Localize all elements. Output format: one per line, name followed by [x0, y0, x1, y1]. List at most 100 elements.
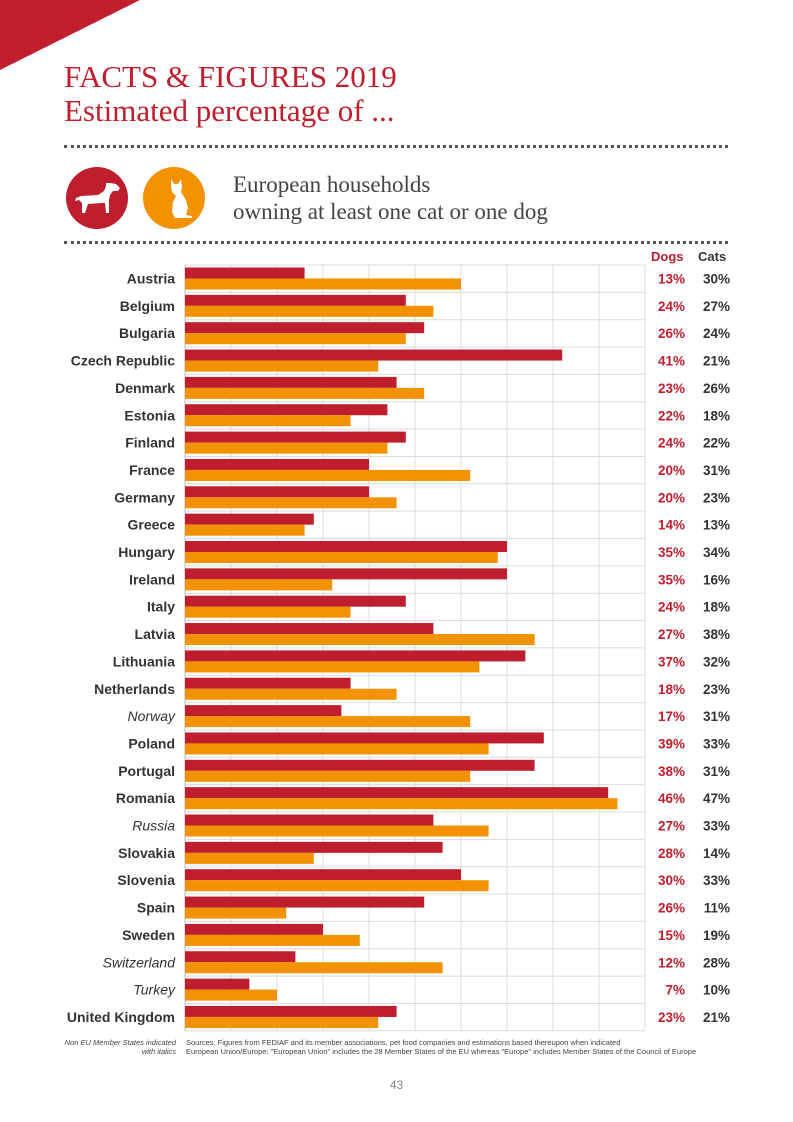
- value-dogs-norway: 17%: [658, 709, 685, 724]
- bar-cats-romania: [185, 798, 618, 810]
- bar-dogs-russia: [185, 814, 434, 826]
- bar-dogs-italy: [185, 595, 406, 607]
- value-dogs-greece: 14%: [658, 518, 685, 533]
- bar-cats-portugal: [185, 770, 471, 782]
- subtitle-line-1: European households: [233, 172, 431, 197]
- category-label-belgium: Belgium: [120, 298, 175, 314]
- value-cats-france: 31%: [703, 463, 730, 478]
- value-cats-turkey: 10%: [703, 983, 730, 998]
- value-cats-slovakia: 14%: [703, 846, 730, 861]
- category-label-slovenia: Slovenia: [117, 872, 175, 888]
- category-label-sweden: Sweden: [122, 927, 175, 943]
- category-label-switzerland: Switzerland: [103, 954, 177, 970]
- category-label-denmark: Denmark: [115, 380, 175, 396]
- category-label-latvia: Latvia: [135, 626, 176, 642]
- bar-dogs-ireland: [185, 568, 507, 580]
- value-dogs-sweden: 15%: [658, 928, 685, 943]
- bar-dogs-greece: [185, 513, 314, 525]
- bar-cats-ireland: [185, 579, 333, 591]
- bar-cats-germany: [185, 497, 397, 509]
- value-cats-austria: 30%: [703, 272, 730, 287]
- bar-cats-latvia: [185, 634, 535, 646]
- value-cats-norway: 31%: [703, 709, 730, 724]
- bar-cats-italy: [185, 606, 351, 618]
- page-title: FACTS & FIGURES 2019 Estimated percentag…: [64, 60, 397, 128]
- bar-cats-czech-republic: [185, 360, 379, 372]
- bar-dogs-belgium: [185, 294, 406, 306]
- category-label-spain: Spain: [137, 900, 175, 916]
- value-cats-poland: 33%: [703, 736, 730, 751]
- footnote-italics: Non EU Member States indicated with ital…: [40, 1038, 176, 1056]
- bar-cats-netherlands: [185, 688, 397, 700]
- bar-cats-estonia: [185, 415, 351, 427]
- value-cats-czech-republic: 21%: [703, 354, 730, 369]
- category-label-austria: Austria: [127, 271, 175, 287]
- bar-dogs-bulgaria: [185, 322, 425, 334]
- value-dogs-finland: 24%: [658, 436, 685, 451]
- value-dogs-lithuania: 37%: [658, 654, 685, 669]
- category-label-germany: Germany: [114, 489, 175, 505]
- value-cats-slovenia: 33%: [703, 873, 730, 888]
- chart-subtitle: European households owning at least one …: [233, 171, 548, 225]
- value-cats-sweden: 19%: [703, 928, 730, 943]
- bar-dogs-slovakia: [185, 841, 443, 853]
- value-cats-romania: 47%: [703, 791, 730, 806]
- legend-cats: Cats: [698, 249, 727, 264]
- value-cats-netherlands: 23%: [703, 682, 730, 697]
- category-label-lithuania: Lithuania: [113, 653, 175, 669]
- category-label-netherlands: Netherlands: [94, 681, 175, 697]
- value-cats-portugal: 31%: [703, 764, 730, 779]
- value-dogs-austria: 13%: [658, 272, 685, 287]
- value-dogs-slovakia: 28%: [658, 846, 685, 861]
- value-cats-denmark: 26%: [703, 381, 730, 396]
- value-cats-belgium: 27%: [703, 299, 730, 314]
- category-label-italy: Italy: [147, 599, 175, 615]
- value-dogs-turkey: 7%: [665, 983, 685, 998]
- value-cats-hungary: 34%: [703, 545, 730, 560]
- bar-cats-france: [185, 469, 471, 481]
- bar-dogs-estonia: [185, 404, 388, 416]
- value-cats-germany: 23%: [703, 490, 730, 505]
- bar-dogs-portugal: [185, 759, 535, 771]
- bar-dogs-germany: [185, 486, 369, 498]
- bar-cats-austria: [185, 278, 461, 290]
- bar-cats-switzerland: [185, 962, 443, 974]
- value-dogs-czech-republic: 41%: [658, 354, 685, 369]
- category-label-russia: Russia: [132, 818, 175, 834]
- category-label-norway: Norway: [128, 708, 176, 724]
- bar-dogs-switzerland: [185, 951, 296, 963]
- chart-divider: [64, 241, 728, 244]
- value-cats-finland: 22%: [703, 436, 730, 451]
- value-cats-ireland: 16%: [703, 572, 730, 587]
- dog-icon: [66, 167, 128, 229]
- value-dogs-slovenia: 30%: [658, 873, 685, 888]
- value-cats-russia: 33%: [703, 819, 730, 834]
- bar-dogs-slovenia: [185, 869, 461, 881]
- bar-dogs-austria: [185, 267, 305, 279]
- bar-cats-norway: [185, 716, 471, 728]
- bar-cats-hungary: [185, 552, 498, 563]
- value-dogs-italy: 24%: [658, 600, 685, 615]
- subtitle-line-2: owning at least one cat or one dog: [233, 199, 548, 224]
- bar-cats-finland: [185, 442, 388, 454]
- category-label-france: France: [129, 462, 175, 478]
- bar-dogs-hungary: [185, 541, 507, 552]
- value-dogs-netherlands: 18%: [658, 682, 685, 697]
- value-dogs-spain: 26%: [658, 901, 685, 916]
- value-dogs-belgium: 24%: [658, 299, 685, 314]
- sources-note: Sources: Figures from FEDIAF and its mem…: [186, 1038, 746, 1056]
- bar-cats-belgium: [185, 305, 434, 317]
- value-dogs-hungary: 35%: [658, 545, 685, 560]
- footnote-line-1: Non EU Member States indicated: [64, 1038, 176, 1047]
- value-dogs-denmark: 23%: [658, 381, 685, 396]
- footnote-line-2: with italics: [141, 1047, 176, 1056]
- value-cats-spain: 11%: [704, 901, 730, 916]
- bar-dogs-netherlands: [185, 677, 351, 689]
- bar-dogs-united-kingdom: [185, 1005, 397, 1017]
- value-dogs-estonia: 22%: [658, 408, 685, 423]
- value-dogs-ireland: 35%: [658, 572, 685, 587]
- bar-dogs-sweden: [185, 923, 323, 935]
- category-label-romania: Romania: [116, 790, 175, 806]
- value-dogs-portugal: 38%: [658, 764, 685, 779]
- value-cats-switzerland: 28%: [703, 955, 730, 970]
